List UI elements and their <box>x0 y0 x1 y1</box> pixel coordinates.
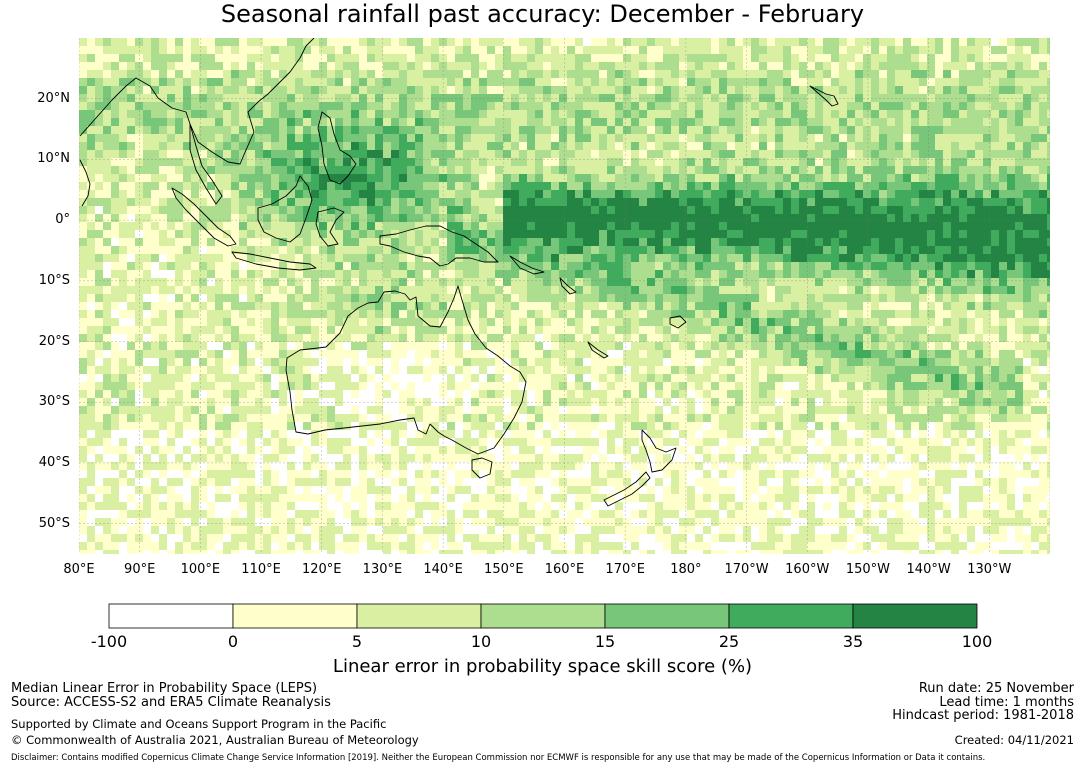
colorbar-tick-label: 25 <box>718 632 740 651</box>
coastline-tasmania <box>471 457 493 479</box>
latitude-label: 20°S <box>38 333 70 349</box>
coastlines <box>79 38 839 507</box>
colorbar-segment <box>604 603 730 629</box>
coastline-new-zealand-north <box>641 429 677 473</box>
coastline-malay-peninsula <box>189 123 223 205</box>
longitude-label: 90°E <box>124 562 156 577</box>
coastline-new-zealand-south <box>603 471 651 507</box>
colorbar-title: Linear error in probability space skill … <box>332 656 753 677</box>
latitude-label: 10°N <box>37 151 70 167</box>
coastline-hawaii <box>809 85 839 107</box>
longitude-label: 160°W <box>785 562 830 577</box>
coastline-australia <box>285 285 527 455</box>
gridlines <box>79 38 1050 554</box>
footer-lead-time: Lead time: 1 months <box>939 695 1074 710</box>
coastline-philippines <box>317 111 357 185</box>
latitude-label: 50°S <box>38 515 70 531</box>
colorbar-tick-label: 0 <box>227 632 239 651</box>
skill-score-field <box>79 38 1050 554</box>
coastline-new-caledonia <box>587 341 609 359</box>
coastline-vanuatu <box>559 277 577 295</box>
longitude-label: 170°W <box>724 562 769 577</box>
longitude-label: 150°W <box>845 562 891 577</box>
latitude-label: 0° <box>55 212 70 228</box>
longitude-label: 140°E <box>423 562 463 577</box>
footer-method: Median Linear Error in Probability Space… <box>11 681 318 696</box>
footer-support: Supported by Climate and Oceans Support … <box>11 717 387 731</box>
coastline-sumatra <box>171 187 237 247</box>
colorbar-segment <box>356 603 482 629</box>
coastline-se-asia <box>79 38 315 165</box>
coastline-solomon-islands <box>509 255 545 275</box>
longitude-label: 160°E <box>544 562 585 577</box>
colorbar-segment <box>108 603 234 629</box>
colorbar-tick-label: 5 <box>351 632 363 651</box>
footer-source: Source: ACCESS-S2 and ERA5 Climate Reana… <box>11 695 331 710</box>
colorbar-tick-label: 35 <box>842 632 864 651</box>
latitude-label: 30°S <box>38 394 70 410</box>
longitude-label: 130°W <box>967 562 1012 577</box>
colorbar-segment <box>852 603 978 629</box>
longitude-label: 180° <box>670 562 702 577</box>
colorbar-segment <box>232 603 358 629</box>
latitude-label: 20°N <box>37 90 70 106</box>
colorbar-tick-label: 10 <box>470 632 492 651</box>
colorbar-tick-label: -100 <box>90 632 128 651</box>
coastline-sulawesi <box>315 207 345 247</box>
coastline-fiji <box>669 315 687 329</box>
colorbar-tick-label: 100 <box>961 632 993 651</box>
map-title: Seasonal rainfall past accuracy: Decembe… <box>220 0 865 28</box>
colorbar-segment <box>728 603 854 629</box>
longitude-label: 80°E <box>63 562 95 577</box>
coastline-india <box>79 159 91 207</box>
colorbar-segment <box>480 603 606 629</box>
footer-run-date: Run date: 25 November <box>918 681 1074 696</box>
colorbar-tick-label: 15 <box>594 632 616 651</box>
longitude-label: 110°E <box>241 562 281 577</box>
latitude-label: 10°S <box>38 272 70 288</box>
footer-created-date: Created: 04/11/2021 <box>954 733 1074 747</box>
longitude-label: 150°E <box>484 562 524 577</box>
footer-hindcast-period: Hindcast period: 1981-2018 <box>892 708 1074 723</box>
footer-copyright: © Commonwealth of Australia 2021, Austra… <box>11 733 419 747</box>
colorbar <box>108 603 978 629</box>
longitude-label: 100°E <box>180 562 221 577</box>
longitude-label: 130°E <box>362 562 403 577</box>
coastline-new-guinea <box>379 225 499 267</box>
latitude-label: 40°S <box>38 454 70 470</box>
footer-disclaimer: Disclaimer: Contains modified Copernicus… <box>11 753 986 763</box>
longitude-label: 140°W <box>906 562 951 577</box>
coastline-borneo <box>257 175 313 243</box>
coastline-java <box>231 251 317 271</box>
longitude-label: 120°E <box>301 562 342 577</box>
longitude-label: 170°E <box>605 562 645 577</box>
